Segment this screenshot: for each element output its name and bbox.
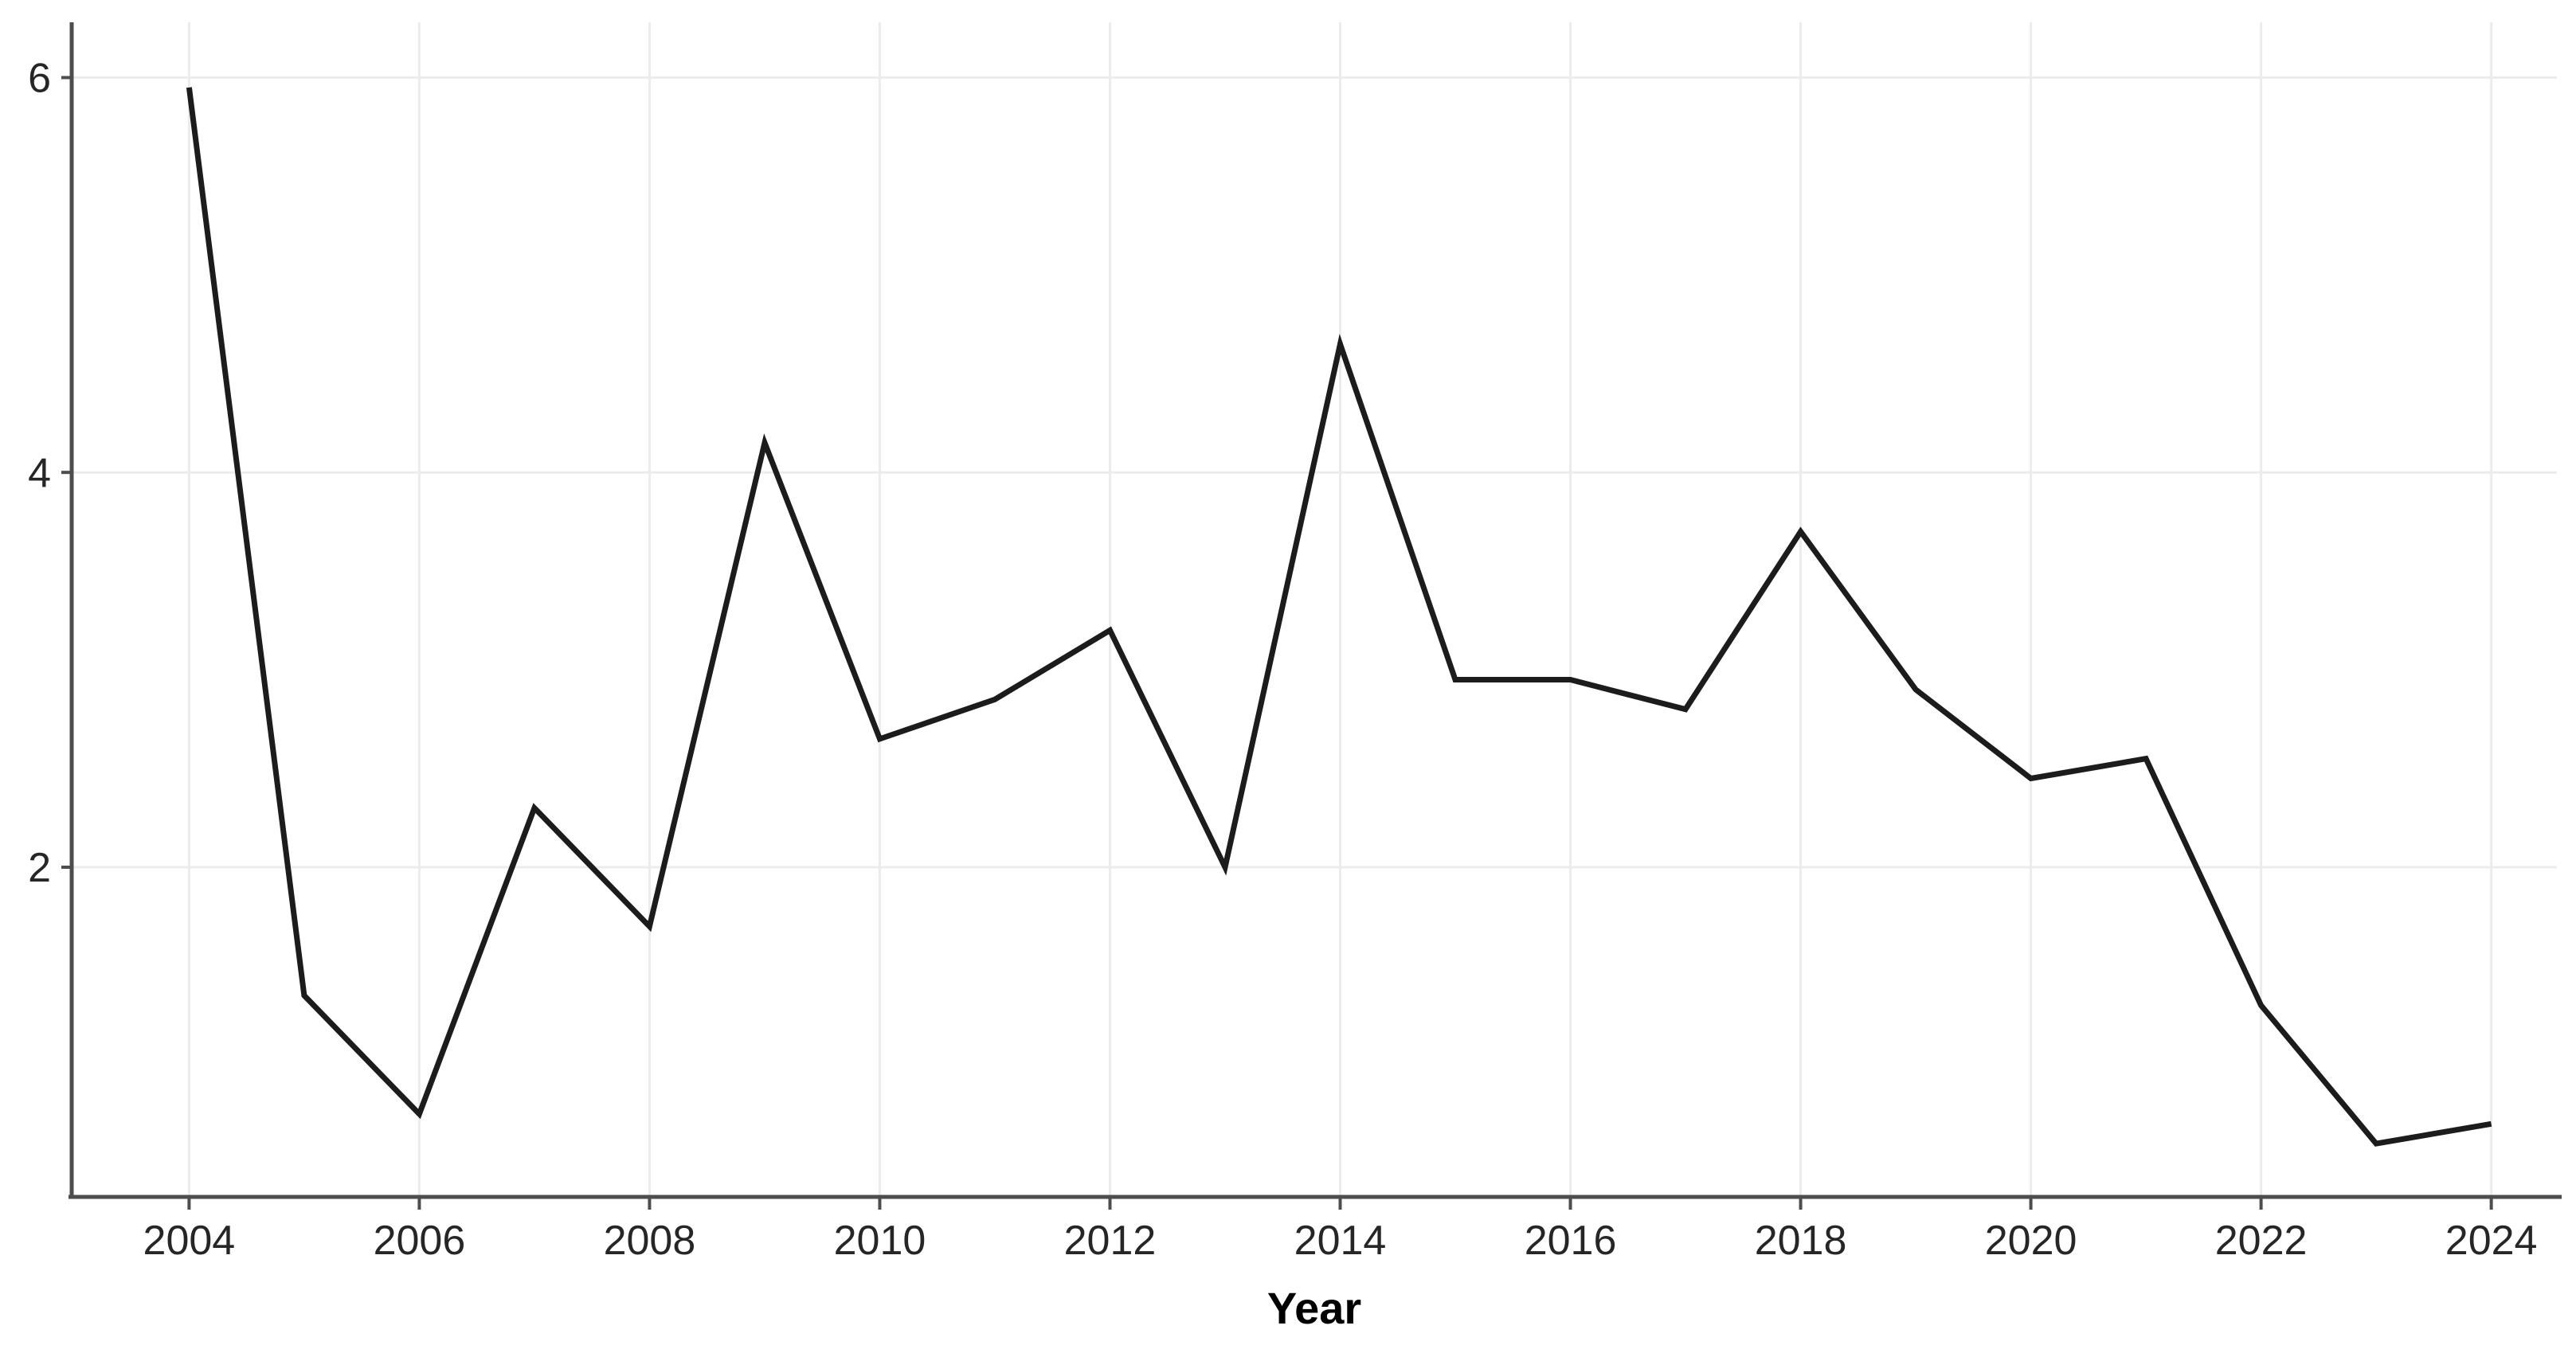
x-tick-label: 2006 <box>374 1218 466 1264</box>
y-tick-label: 4 <box>28 450 51 496</box>
x-axis-title: Year <box>1267 1283 1361 1333</box>
x-tick-label: 2020 <box>1985 1218 2077 1264</box>
x-tick-label: 2004 <box>143 1218 236 1264</box>
x-tick-label: 2022 <box>2215 1218 2308 1264</box>
series-layer <box>186 87 2492 1147</box>
x-tick-label: 2018 <box>1755 1218 1847 1264</box>
x-tick-label: 2010 <box>834 1218 926 1264</box>
x-tick-label: 2008 <box>604 1218 696 1264</box>
x-tick-label: 2014 <box>1294 1218 1387 1264</box>
axis-layer: 2 4 6 2004 2006 2008 2010 2012 2014 2016 2018 2020 2… <box>28 22 2562 1264</box>
x-tick-label: 2024 <box>2445 1218 2538 1264</box>
y-tick-label: 2 <box>28 845 51 891</box>
x-tick-label: 2016 <box>1525 1218 1617 1264</box>
x-tick-label: 2012 <box>1064 1218 1157 1264</box>
y-tick-label: 6 <box>28 56 51 102</box>
series-line <box>186 87 2492 1147</box>
grid-layer <box>72 22 2557 1197</box>
